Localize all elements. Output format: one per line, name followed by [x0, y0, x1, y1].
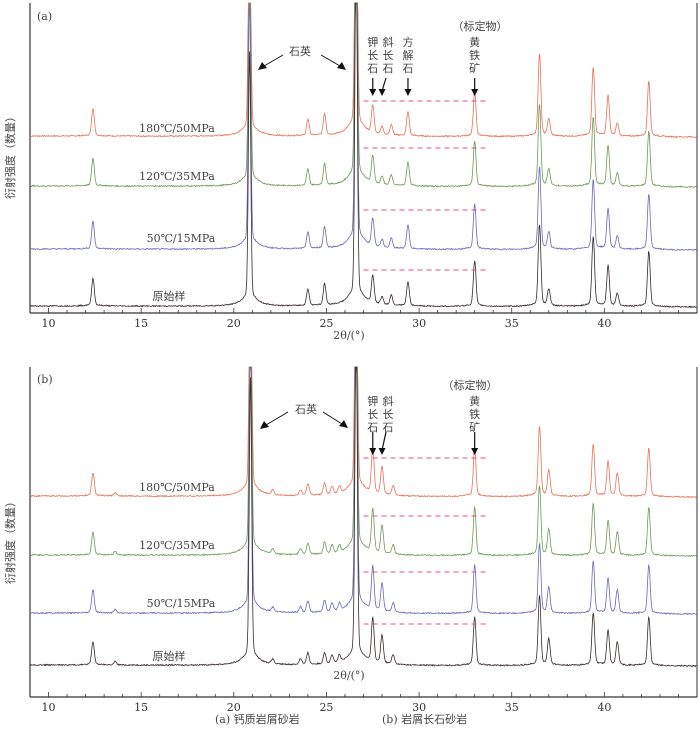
- mineral-arrowhead: [369, 89, 377, 96]
- series-line: [29, 2, 697, 251]
- traces-b: [29, 366, 697, 668]
- series-line: [29, 2, 697, 189]
- series-label: 原始样: [153, 649, 186, 663]
- mineral-label: 矿: [469, 62, 480, 75]
- mineral-label: 黄: [469, 394, 480, 408]
- mineral-label: 解: [402, 48, 413, 62]
- quartz-arrowhead-left-a: [258, 62, 267, 70]
- mineral-arrow: [381, 431, 387, 451]
- mineral-arrowhead: [471, 89, 479, 96]
- x-tick-label: 35: [505, 317, 519, 330]
- mineral-label: 石: [383, 421, 394, 434]
- quartz-arrowhead-right-b: [339, 420, 348, 428]
- reference-label-b: （标定物）: [443, 378, 498, 392]
- x-axis-label-b-text: 2θ/(°): [333, 669, 364, 682]
- series-label: 50℃/15MPa: [147, 597, 216, 610]
- quartz-arrow-right-a: [320, 54, 341, 67]
- mineral-arrowhead: [404, 89, 412, 96]
- panel-label-b: (b): [37, 373, 53, 386]
- x-tick-label: 35: [505, 701, 519, 714]
- x-tick-label: 20: [227, 317, 241, 330]
- series-line: [29, 366, 697, 668]
- x-tick-label: 25: [319, 317, 333, 330]
- quartz-arrowhead-left-b: [260, 421, 269, 429]
- quartz-label-a: 石英: [289, 44, 311, 58]
- x-ticks-b: 10 15 20 25 30 35 40: [29, 692, 698, 714]
- mineral-label: 钾: [367, 35, 378, 49]
- mineral-arrowhead: [378, 89, 386, 96]
- y-axis-label-a: 衍射强度（数量）: [3, 111, 17, 199]
- mineral-label: 铁: [469, 49, 480, 62]
- mineral-label: 斜: [383, 36, 394, 49]
- x-tick-label: 30: [412, 317, 426, 330]
- series-line: [29, 2, 697, 139]
- mineral-label: 长: [367, 49, 378, 62]
- mineral-label: 长: [383, 49, 394, 62]
- x-tick-label: 15: [134, 701, 148, 714]
- mineral-label: 矿: [469, 421, 480, 434]
- x-tick-label: 10: [42, 317, 56, 330]
- mineral-label: 铁: [469, 408, 480, 421]
- mineral-label: 方: [402, 35, 413, 49]
- series-labels-b: 180℃/50MPa 120℃/35MPa 50℃/15MPa 原始样: [139, 481, 216, 663]
- mineral-arrowhead: [369, 448, 377, 455]
- mineral-label: 石: [383, 62, 394, 75]
- x-tick-label: 25: [319, 701, 333, 714]
- series-label: 120℃/35MPa: [139, 170, 215, 183]
- x-ticks-a: 10 15 20 25 30 35 40: [29, 308, 698, 330]
- x-axis-label-a: 2θ/(°): [333, 329, 364, 342]
- x-tick-label: 10: [42, 701, 56, 714]
- mineral-arrow: [381, 77, 387, 92]
- series-labels-a: 180℃/50MPa 120℃/35MPa 50℃/15MPa 原始样: [139, 122, 216, 303]
- series-label: 180℃/50MPa: [139, 122, 215, 135]
- x-tick-label: 15: [134, 317, 148, 330]
- series-label: 120℃/35MPa: [139, 539, 215, 552]
- mineral-label: 长: [383, 408, 394, 421]
- panel-a: (a) 10 15 20 25 30 35 40 180℃/50MPa 120℃/35MPa 5…: [3, 2, 698, 342]
- mineral-label: 长: [367, 408, 378, 421]
- x-tick-label: 20: [227, 701, 241, 714]
- x-tick-label: 40: [597, 701, 611, 714]
- series-label: 180℃/50MPa: [139, 481, 215, 494]
- series-line: [29, 2, 697, 309]
- mineral-label: 黄: [469, 35, 480, 49]
- quartz-arrow-right-b: [322, 411, 343, 425]
- series-line: [29, 366, 697, 616]
- mineral-arrowhead: [378, 448, 386, 455]
- reference-lines-a: [363, 100, 486, 271]
- reference-lines-b: [363, 457, 486, 625]
- series-label: 50℃/15MPa: [147, 232, 216, 245]
- x-tick-label: 30: [412, 701, 426, 714]
- mineral-arrowhead: [471, 448, 479, 455]
- caption-b: (b) 岩屑长石砂岩: [382, 712, 467, 726]
- mineral-label: 斜: [383, 395, 394, 408]
- quartz-arrow-left-b: [265, 411, 289, 426]
- quartz-arrowhead-right-a: [337, 62, 346, 70]
- mineral-label: 钾: [367, 394, 378, 408]
- mineral-label: 石: [367, 421, 378, 434]
- reference-label-a: （标定物）: [453, 19, 508, 33]
- series-label: 原始样: [153, 289, 186, 303]
- caption-a: (a) 钙质岩屑砂岩: [215, 712, 300, 726]
- traces-a: [29, 2, 697, 309]
- quartz-arrow-left-a: [263, 54, 284, 67]
- mineral-label: 石: [402, 62, 413, 75]
- panel-label-a: (a): [37, 10, 52, 23]
- series-line: [30, 366, 697, 557]
- series-line: [29, 366, 697, 499]
- mineral-label: 石: [367, 62, 378, 75]
- x-tick-label: 40: [597, 317, 611, 330]
- quartz-label-b: 石英: [295, 402, 317, 416]
- panel-b: (b) 10 15 20 25 30 35 40 180℃/50MPa 120℃/35MPa 5…: [3, 366, 698, 714]
- y-axis-label-b: 衍射强度（数量）: [3, 496, 17, 584]
